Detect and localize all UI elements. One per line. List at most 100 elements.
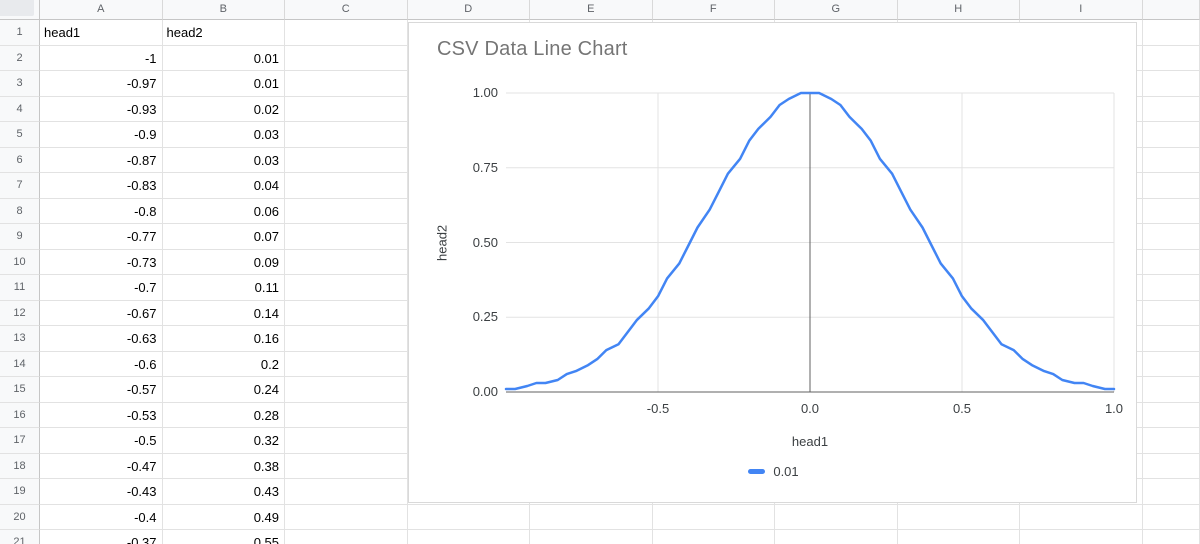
cell-C21[interactable] [285,530,408,544]
row-header-13[interactable]: 13 [0,326,40,352]
column-header-D[interactable]: D [407,0,530,20]
row-header-10[interactable]: 10 [0,249,40,275]
cell-partial-7[interactable] [1142,173,1200,199]
cell-C18[interactable] [285,453,408,479]
cell-partial-20[interactable] [1142,504,1200,530]
cell-H21[interactable] [897,530,1020,544]
cell-partial-5[interactable] [1142,122,1200,148]
cell-E21[interactable] [530,530,653,544]
cell-A7[interactable]: -0.83 [40,173,163,199]
row-header-5[interactable]: 5 [0,122,40,148]
cell-C16[interactable] [285,402,408,428]
cell-B5[interactable]: 0.03 [162,122,285,148]
cell-partial-10[interactable] [1142,249,1200,275]
cell-C7[interactable] [285,173,408,199]
cell-B2[interactable]: 0.01 [162,45,285,71]
cell-I21[interactable] [1020,530,1143,544]
column-header-B[interactable]: B [162,0,285,20]
chart[interactable]: CSV Data Line Chart head2 head1 0.01 0.0… [408,22,1137,503]
column-header-F[interactable]: F [652,0,775,20]
cell-partial-3[interactable] [1142,71,1200,97]
cell-C2[interactable] [285,45,408,71]
cell-A9[interactable]: -0.77 [40,224,163,250]
cell-partial-19[interactable] [1142,479,1200,505]
column-header-A[interactable]: A [40,0,163,20]
cell-B8[interactable]: 0.06 [162,198,285,224]
cell-partial-2[interactable] [1142,45,1200,71]
cell-C10[interactable] [285,249,408,275]
cell-B17[interactable]: 0.32 [162,428,285,454]
column-header-E[interactable]: E [530,0,653,20]
cell-B15[interactable]: 0.24 [162,377,285,403]
cell-partial-9[interactable] [1142,224,1200,250]
cell-I20[interactable] [1020,504,1143,530]
cell-partial-12[interactable] [1142,300,1200,326]
row-header-19[interactable]: 19 [0,479,40,505]
cell-C17[interactable] [285,428,408,454]
cell-A2[interactable]: -1 [40,45,163,71]
cell-C1[interactable] [285,20,408,46]
cell-A13[interactable]: -0.63 [40,326,163,352]
cell-B16[interactable]: 0.28 [162,402,285,428]
cell-C19[interactable] [285,479,408,505]
cell-A21[interactable]: -0.37 [40,530,163,544]
row-header-2[interactable]: 2 [0,45,40,71]
cell-C9[interactable] [285,224,408,250]
cell-B1[interactable]: head2 [162,20,285,46]
cell-partial-4[interactable] [1142,96,1200,122]
cell-partial-8[interactable] [1142,198,1200,224]
cell-D21[interactable] [407,530,530,544]
cell-partial-17[interactable] [1142,428,1200,454]
cell-A6[interactable]: -0.87 [40,147,163,173]
cell-B21[interactable]: 0.55 [162,530,285,544]
cell-B19[interactable]: 0.43 [162,479,285,505]
column-header-partial[interactable] [1142,0,1200,20]
cell-C8[interactable] [285,198,408,224]
cell-A10[interactable]: -0.73 [40,249,163,275]
select-all-corner[interactable] [0,0,40,20]
cell-B7[interactable]: 0.04 [162,173,285,199]
cell-C4[interactable] [285,96,408,122]
row-header-15[interactable]: 15 [0,377,40,403]
cell-partial-16[interactable] [1142,402,1200,428]
cell-A18[interactable]: -0.47 [40,453,163,479]
row-header-8[interactable]: 8 [0,198,40,224]
cell-B9[interactable]: 0.07 [162,224,285,250]
row-header-11[interactable]: 11 [0,275,40,301]
cell-A14[interactable]: -0.6 [40,351,163,377]
cell-B20[interactable]: 0.49 [162,504,285,530]
cell-F21[interactable] [652,530,775,544]
cell-C15[interactable] [285,377,408,403]
row-header-3[interactable]: 3 [0,71,40,97]
row-header-9[interactable]: 9 [0,224,40,250]
cell-D20[interactable] [407,504,530,530]
row-header-12[interactable]: 12 [0,300,40,326]
cell-A17[interactable]: -0.5 [40,428,163,454]
cell-partial-15[interactable] [1142,377,1200,403]
cell-partial-6[interactable] [1142,147,1200,173]
row-header-1[interactable]: 1 [0,20,40,46]
cell-B11[interactable]: 0.11 [162,275,285,301]
cell-partial-18[interactable] [1142,453,1200,479]
cell-partial-1[interactable] [1142,20,1200,46]
column-header-I[interactable]: I [1020,0,1143,20]
cell-B14[interactable]: 0.2 [162,351,285,377]
cell-B4[interactable]: 0.02 [162,96,285,122]
row-header-6[interactable]: 6 [0,147,40,173]
cell-A11[interactable]: -0.7 [40,275,163,301]
cell-G20[interactable] [775,504,898,530]
row-header-18[interactable]: 18 [0,453,40,479]
cell-C12[interactable] [285,300,408,326]
cell-A1[interactable]: head1 [40,20,163,46]
column-header-C[interactable]: C [285,0,408,20]
cell-C11[interactable] [285,275,408,301]
cell-A19[interactable]: -0.43 [40,479,163,505]
cell-B6[interactable]: 0.03 [162,147,285,173]
cell-A20[interactable]: -0.4 [40,504,163,530]
cell-B12[interactable]: 0.14 [162,300,285,326]
cell-partial-11[interactable] [1142,275,1200,301]
cell-C5[interactable] [285,122,408,148]
row-header-7[interactable]: 7 [0,173,40,199]
cell-A16[interactable]: -0.53 [40,402,163,428]
cell-H20[interactable] [897,504,1020,530]
